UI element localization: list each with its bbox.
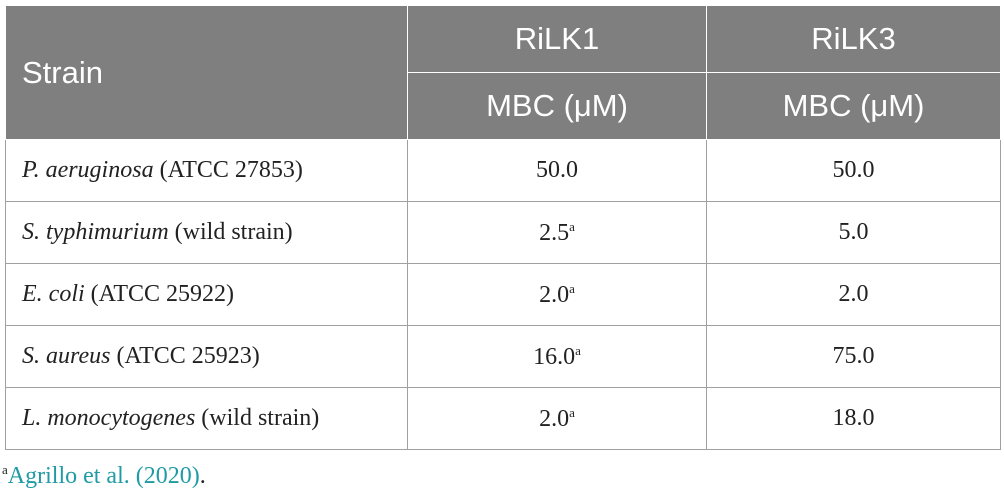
value-text: 2.5 (539, 219, 570, 246)
body-row: E. coli (ATCC 25922) 2.0a 2.0 (5, 263, 1001, 326)
value-cell: 5.0 (706, 201, 1001, 264)
header-cell: MBC (μM) (706, 72, 1001, 140)
species-name: S. typhimurium (22, 219, 169, 245)
value-cell: 2.5a (407, 201, 707, 264)
table-header: Strain RiLK1 RiLK3 MBC (μM) MBC (μM) (5, 5, 1001, 140)
value-text: 50.0 (832, 157, 875, 183)
value-cell: 2.0 (706, 263, 1001, 326)
header-cell: Strain (5, 5, 408, 140)
strain-detail: (wild strain) (201, 405, 320, 431)
value-cell: 16.0a (407, 325, 707, 388)
strain-detail: (wild strain) (174, 219, 293, 245)
value-text: 18.0 (832, 405, 875, 431)
strain-cell: E. coli (ATCC 25922) (5, 263, 408, 326)
body-row: S. typhimurium (wild strain) 2.5a 5.0 (5, 201, 1001, 264)
table-body: P. aeruginosa (ATCC 27853) 50.0 50.0 S. typ… (5, 139, 1001, 450)
value-text: 2.0 (539, 405, 570, 432)
strain-detail: (ATCC 27853) (159, 157, 303, 183)
header-cell: RiLK3 (706, 5, 1001, 73)
species-name: P. aeruginosa (22, 157, 154, 183)
strain-detail: (ATCC 25923) (116, 343, 260, 369)
citation-link[interactable]: Agrillo et al. (2020) (7, 463, 200, 489)
body-row: L. monocytogenes (wild strain) 2.0a 18.0 (5, 387, 1001, 450)
value-cell: 18.0 (706, 387, 1001, 450)
value-cell: 2.0a (407, 387, 707, 450)
value-text: 50.0 (536, 157, 578, 183)
footnote: aAgrillo et al. (2020). (2, 462, 206, 490)
value-text: 2.0 (539, 281, 570, 308)
value-text: 75.0 (832, 343, 875, 369)
footnote-mark: a (2, 462, 8, 477)
data-table: Strain RiLK1 RiLK3 MBC (μM) MBC (μM) P. … (5, 5, 1001, 450)
species-name: L. monocytogenes (22, 405, 196, 431)
value-note: a (569, 404, 575, 420)
value-note: a (575, 342, 581, 358)
species-name: S. aureus (22, 343, 111, 369)
header-cell: RiLK1 (407, 5, 707, 73)
value-cell: 2.0a (407, 263, 707, 326)
strain-detail: (ATCC 25922) (90, 281, 234, 307)
body-row: P. aeruginosa (ATCC 27853) 50.0 50.0 (5, 139, 1001, 202)
value-note: a (569, 218, 575, 234)
header-row: MBC (μM) MBC (μM) (6, 72, 1001, 140)
body-row: S. aureus (ATCC 25923) 16.0a 75.0 (5, 325, 1001, 388)
value-text: 5.0 (838, 219, 869, 245)
value-cell: 50.0 (706, 139, 1001, 202)
value-text: 16.0 (533, 343, 576, 370)
footnote-end: . (199, 463, 206, 489)
header-row: Strain RiLK1 RiLK3 (5, 5, 1001, 140)
value-text: 2.0 (838, 281, 869, 307)
value-cell: 75.0 (706, 325, 1001, 388)
value-cell: 50.0 (407, 139, 707, 202)
strain-cell: L. monocytogenes (wild strain) (5, 387, 408, 450)
strain-cell: S. aureus (ATCC 25923) (5, 325, 408, 388)
value-note: a (569, 280, 575, 296)
header-cell: MBC (μM) (407, 72, 707, 140)
strain-cell: S. typhimurium (wild strain) (5, 201, 408, 264)
species-name: E. coli (22, 281, 85, 307)
strain-cell: P. aeruginosa (ATCC 27853) (5, 139, 408, 202)
